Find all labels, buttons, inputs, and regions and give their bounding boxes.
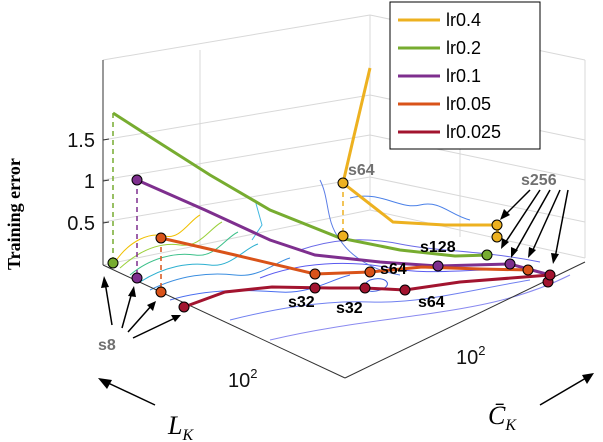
data-point-lr0.1 xyxy=(432,260,444,272)
series-line-lr0.2 xyxy=(112,111,491,258)
data-point-lr0.2 xyxy=(481,249,493,261)
data-point-lr0.025 xyxy=(178,301,190,313)
z-tick-label: 1 xyxy=(84,171,95,193)
z-tick-label: 0.5 xyxy=(67,213,95,235)
annotation-s8: s8 xyxy=(98,337,116,354)
data-point-lr0.05 xyxy=(364,266,376,278)
annotation-arrows xyxy=(104,189,569,339)
data-point-lr0.1 xyxy=(504,258,516,270)
annotation-s64: s64 xyxy=(418,294,445,311)
data-point-lr0.1 xyxy=(131,174,143,186)
legend-label: lr0.2 xyxy=(446,38,481,58)
data-point-lr0.4 xyxy=(337,230,349,242)
y-axis-arrow xyxy=(539,373,594,406)
data-point-lr0.05 xyxy=(155,286,167,298)
droplines xyxy=(112,113,344,292)
z-tick-label: 1.5 xyxy=(67,130,95,152)
annotation-s32: s32 xyxy=(336,300,363,317)
data-point-lr0.025 xyxy=(399,284,411,296)
series-line-lr0.1 xyxy=(136,178,551,277)
annotation-arrowheads xyxy=(101,209,559,322)
legend-label: lr0.1 xyxy=(446,66,481,86)
series-layer xyxy=(107,67,556,313)
legend-label: lr0.05 xyxy=(446,94,491,114)
annotation-s64: s64 xyxy=(380,261,407,278)
data-point-lr0.05 xyxy=(155,232,167,244)
annotation-s64: s64 xyxy=(348,162,375,179)
legend: lr0.4 lr0.2 lr0.1 lr0.05 lr0.025 xyxy=(389,1,541,150)
data-point-lr0.4 xyxy=(491,219,503,231)
data-point-lr0.025 xyxy=(309,282,321,294)
z-ticks xyxy=(102,138,110,224)
annotation-s32: s32 xyxy=(288,294,315,311)
y-tick-label: 102 xyxy=(456,343,485,369)
legend-label: lr0.4 xyxy=(446,10,481,30)
annotation-s128: s128 xyxy=(420,239,456,256)
data-point-lr0.2 xyxy=(107,257,119,269)
data-point-lr0.05 xyxy=(522,264,534,276)
annotation-s256: s256 xyxy=(521,172,557,189)
x-axis-arrow xyxy=(98,378,156,406)
legend-label: lr0.025 xyxy=(446,122,501,142)
data-point-lr0.05 xyxy=(309,268,321,280)
x-axis-label: LK xyxy=(167,411,194,442)
y-axis-label: C̄K xyxy=(488,401,517,434)
data-point-lr0.025 xyxy=(544,269,556,281)
data-point-lr0.025 xyxy=(359,282,371,294)
z-axis-label: Training error xyxy=(4,158,24,270)
data-point-lr0.1 xyxy=(131,272,143,284)
series-line-lr0.025 xyxy=(183,273,551,309)
x-tick-label: 102 xyxy=(228,366,257,392)
data-point-lr0.4 xyxy=(337,177,349,189)
data-point-lr0.4 xyxy=(491,231,503,243)
